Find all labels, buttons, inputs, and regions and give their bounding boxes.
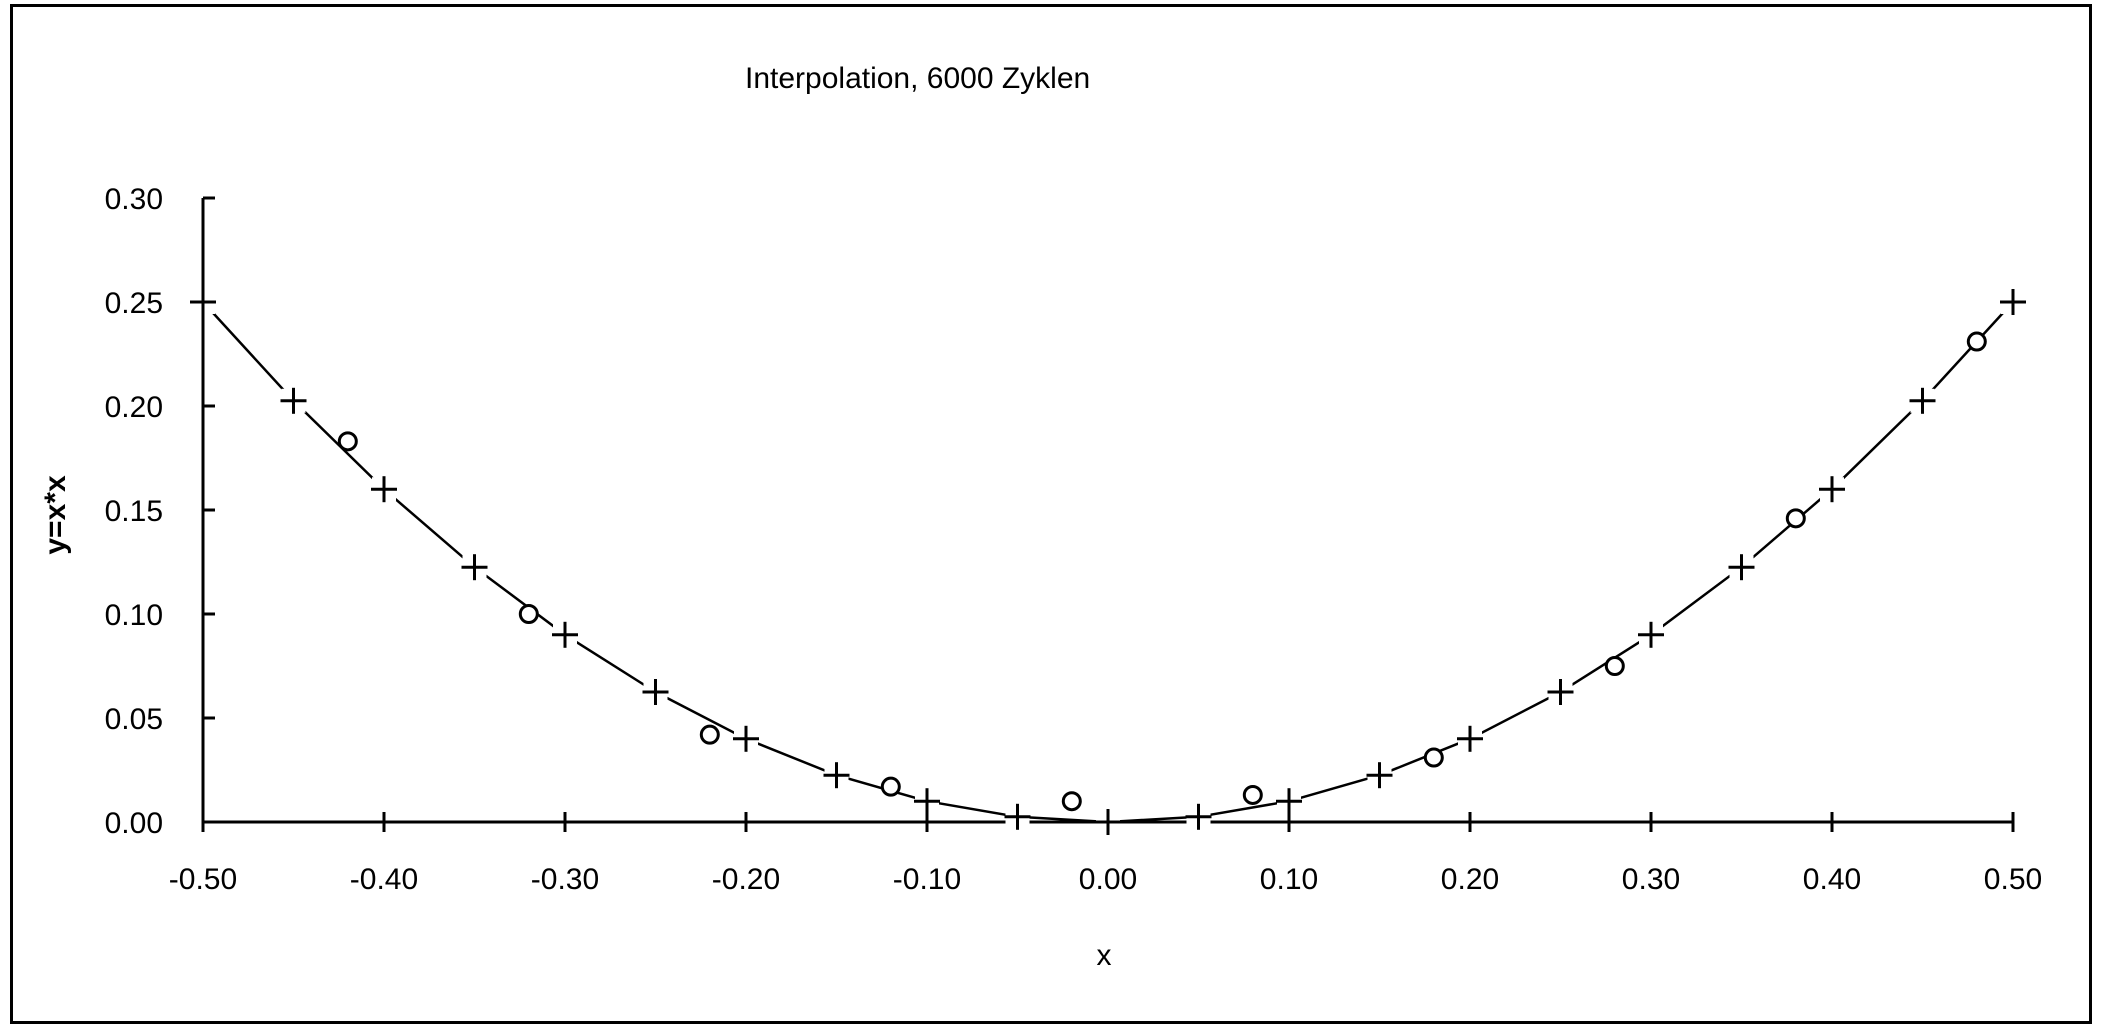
circle-marker xyxy=(880,776,901,797)
plus-marker xyxy=(823,762,850,789)
plus-marker xyxy=(1366,762,1393,789)
plus-marker xyxy=(1457,725,1483,752)
x-tick-label: 0.30 xyxy=(1622,863,1680,896)
circle-marker xyxy=(1061,791,1082,812)
y-tick-label: 0.05 xyxy=(105,703,163,736)
y-tick-label: 0.00 xyxy=(105,807,163,840)
plus-marker xyxy=(1638,621,1664,648)
plus-marker xyxy=(1909,387,1936,414)
plus-marker xyxy=(1819,476,1845,503)
markers xyxy=(190,289,2026,835)
plus-marker xyxy=(1185,803,1212,830)
x-tick-label: 0.40 xyxy=(1803,863,1861,896)
plus-marker xyxy=(1276,788,1302,815)
x-tick-label: 0.10 xyxy=(1260,863,1318,896)
plus-marker xyxy=(371,476,397,503)
plus-marker xyxy=(1095,809,1121,835)
x-tick-label: -0.10 xyxy=(893,863,961,896)
x-axis-label: x xyxy=(1097,939,1112,972)
circle-marker xyxy=(518,604,539,624)
plus-marker xyxy=(2000,289,2026,315)
plus-marker xyxy=(642,679,669,705)
plus-marker xyxy=(190,289,216,315)
x-tick-label: -0.40 xyxy=(350,863,418,896)
x-tick-label: 0.00 xyxy=(1079,863,1137,896)
plus-marker xyxy=(280,387,307,414)
circle-marker xyxy=(337,431,358,452)
plus-marker xyxy=(1547,679,1574,705)
circle-marker xyxy=(1423,747,1444,768)
y-tick-label: 0.10 xyxy=(105,599,163,632)
circle-marker xyxy=(1785,508,1806,529)
x-tick-label: -0.30 xyxy=(531,863,599,896)
circle-marker xyxy=(1966,331,1987,352)
y-axis-label: y=x*x xyxy=(39,475,72,555)
plus-marker xyxy=(1004,803,1031,830)
y-tick-label: 0.15 xyxy=(105,495,163,528)
y-tick-label: 0.30 xyxy=(105,183,163,216)
plus-marker xyxy=(914,788,940,815)
circle-marker xyxy=(699,724,720,745)
chart-title: Interpolation, 6000 Zyklen xyxy=(745,62,1090,95)
x-tick-label: -0.20 xyxy=(712,863,780,896)
y-tick-label: 0.25 xyxy=(105,287,163,320)
x-tick-label: 0.50 xyxy=(1984,863,2042,896)
plus-marker xyxy=(733,725,759,752)
axes: -0.50 -0.40 -0.30 -0.20 -0.10 0.00 0.10 0.20 0.3… xyxy=(105,183,2043,896)
chart-frame xyxy=(10,4,2092,1024)
plus-marker xyxy=(461,554,488,581)
circle-marker xyxy=(1242,784,1263,805)
y-tick-label: 0.20 xyxy=(105,391,163,424)
x-tick-label: 0.20 xyxy=(1441,863,1499,896)
plus-marker xyxy=(1728,554,1755,581)
circle-marker xyxy=(1604,656,1625,676)
x-tick-label: -0.50 xyxy=(169,863,237,896)
plus-marker xyxy=(552,621,578,648)
